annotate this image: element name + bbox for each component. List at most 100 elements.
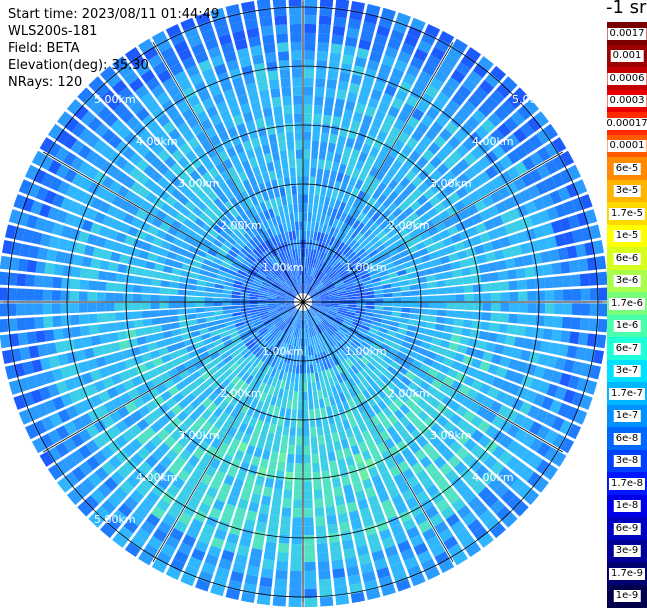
range-gate-cell bbox=[292, 345, 296, 356]
range-gate-cell bbox=[89, 324, 100, 335]
range-gate-cell bbox=[137, 446, 150, 460]
range-gate-cell bbox=[246, 27, 260, 39]
range-gate-cell bbox=[368, 166, 379, 178]
colorbar-cell: 0.0017 bbox=[607, 22, 647, 45]
range-gate-cell bbox=[376, 331, 387, 339]
range-gate-cell bbox=[472, 63, 489, 78]
range-gate-cell bbox=[401, 144, 413, 157]
range-gate-cell bbox=[114, 283, 125, 292]
range-gate-cell bbox=[275, 278, 283, 285]
range-gate-cell bbox=[327, 523, 339, 534]
range-gate-cell bbox=[366, 185, 376, 197]
range-gate-cell bbox=[417, 320, 427, 328]
range-gate-cell bbox=[186, 302, 196, 308]
range-gate-cell bbox=[304, 508, 314, 518]
range-gate-cell bbox=[363, 229, 373, 239]
range-gate-cell bbox=[110, 219, 123, 231]
range-gate-cell bbox=[362, 21, 376, 33]
range-gate-cell bbox=[421, 114, 434, 128]
range-gate-cell bbox=[214, 174, 225, 186]
range-gate-cell bbox=[349, 254, 359, 263]
range-gate-cell bbox=[288, 231, 293, 241]
range-gate-cell bbox=[485, 425, 498, 439]
range-gate-cell bbox=[352, 111, 364, 123]
range-gate-cell bbox=[241, 1, 256, 13]
range-gate-cell bbox=[110, 251, 121, 262]
range-gate-cell bbox=[452, 326, 463, 335]
range-gate-cell bbox=[258, 255, 267, 264]
range-gate-cell bbox=[490, 312, 500, 322]
range-gate-cell bbox=[436, 280, 446, 288]
range-gate-cell bbox=[345, 283, 355, 288]
range-gate-cell bbox=[282, 261, 289, 270]
range-gate-cell bbox=[542, 222, 554, 236]
range-gate-cell bbox=[285, 270, 291, 279]
range-gate-cell bbox=[204, 292, 214, 297]
range-gate-cell bbox=[168, 309, 178, 316]
range-gate-cell bbox=[247, 341, 257, 350]
range-gate-cell bbox=[513, 501, 529, 517]
range-gate-cell bbox=[239, 266, 249, 274]
range-gate-cell bbox=[88, 313, 98, 324]
range-gate-cell bbox=[374, 298, 384, 302]
range-gate-cell bbox=[381, 93, 394, 105]
range-gate-cell bbox=[315, 177, 323, 187]
range-gate-cell bbox=[446, 302, 456, 310]
range-gate-cell bbox=[326, 442, 334, 453]
range-gate-cell bbox=[336, 421, 344, 432]
range-gate-cell bbox=[304, 526, 315, 536]
range-gate-cell bbox=[589, 224, 601, 240]
range-gate-cell bbox=[150, 434, 163, 448]
range-gate-cell bbox=[267, 303, 277, 306]
range-gate-cell bbox=[215, 343, 226, 351]
range-gate-cell bbox=[143, 440, 157, 454]
range-gate-cell bbox=[266, 345, 274, 355]
range-gate-cell bbox=[267, 189, 275, 200]
range-gate-cell bbox=[315, 78, 326, 88]
range-gate-cell bbox=[532, 197, 546, 211]
range-gate-cell bbox=[183, 218, 194, 229]
range-gate-cell bbox=[471, 161, 484, 175]
range-gate-cell bbox=[101, 249, 113, 260]
range-gate-cell bbox=[249, 291, 260, 295]
range-gate-cell bbox=[101, 415, 115, 429]
range-gate-cell bbox=[350, 120, 361, 132]
range-gate-cell bbox=[291, 50, 302, 61]
range-gate-cell bbox=[280, 242, 287, 252]
range-gate-cell bbox=[445, 469, 459, 483]
range-gate-cell bbox=[355, 310, 365, 315]
colorbar-cell: 1.7e-6 bbox=[607, 292, 647, 315]
range-gate-cell bbox=[230, 21, 244, 33]
range-gate-cell bbox=[429, 195, 441, 207]
range-gate-cell bbox=[357, 330, 367, 338]
range-gate-cell bbox=[482, 195, 495, 208]
range-gate-cell bbox=[437, 248, 448, 257]
range-gate-cell bbox=[476, 340, 488, 350]
range-gate-cell bbox=[273, 255, 281, 265]
range-gate-cell bbox=[286, 344, 292, 354]
range-gate-cell bbox=[344, 556, 358, 568]
range-gate-cell bbox=[312, 279, 319, 288]
range-gate-cell bbox=[261, 342, 269, 351]
range-gate-cell bbox=[255, 117, 265, 129]
range-gate-cell bbox=[453, 277, 464, 286]
range-gate-cell bbox=[453, 461, 468, 475]
range-gate-cell bbox=[259, 290, 269, 295]
range-gate-cell bbox=[337, 290, 347, 295]
range-gate-cell bbox=[352, 339, 361, 347]
range-gate-cell bbox=[552, 451, 567, 467]
range-gate-cell bbox=[427, 142, 441, 155]
range-gate-cell bbox=[44, 329, 55, 342]
range-gate-cell bbox=[320, 306, 329, 311]
range-gate-cell bbox=[312, 390, 318, 401]
range-gate-cell bbox=[293, 337, 298, 347]
range-gate-cell bbox=[359, 269, 369, 277]
range-gate-cell bbox=[374, 293, 384, 298]
range-gate-cell bbox=[405, 266, 416, 274]
range-gate-cell bbox=[250, 45, 263, 57]
range-gate-cell bbox=[182, 86, 197, 100]
range-gate-cell bbox=[318, 443, 327, 454]
range-gate-cell bbox=[419, 302, 429, 308]
range-gate-cell bbox=[358, 171, 368, 182]
range-gate-cell bbox=[195, 189, 207, 200]
